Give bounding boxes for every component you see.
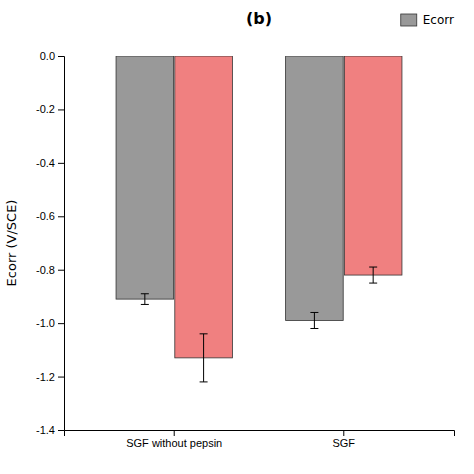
plot: 0.0 -0.2 -0.4 -0.6 -0.8 -1.0 -1.2 -1.4 SGF witho… <box>36 50 454 449</box>
y-tick-mark <box>58 377 64 378</box>
y-tick-label: -0.2 <box>36 103 55 115</box>
y-tick: -1.4 <box>36 424 64 436</box>
y-axis-title: Ecorr (V/SCE) <box>4 200 19 287</box>
y-tick-mark <box>58 109 64 110</box>
y-tick: -1.0 <box>36 317 64 329</box>
x-axis: SGF without pepsin SGF <box>65 430 455 449</box>
error-cap <box>200 333 208 334</box>
y-tick-mark <box>58 270 64 271</box>
y-tick-label: -1.4 <box>36 424 55 436</box>
bar <box>286 56 344 320</box>
x-tick-mark <box>174 430 175 436</box>
legend-swatch <box>401 14 417 26</box>
legend: Ecorr <box>401 13 454 27</box>
y-axis: 0.0 -0.2 -0.4 -0.6 -0.8 -1.0 -1.2 -1.4 <box>36 50 64 436</box>
y-tick-label: -0.6 <box>36 210 55 222</box>
error-bar <box>200 334 208 382</box>
error-cap <box>310 328 318 329</box>
marks <box>116 56 402 382</box>
y-axis-line <box>58 57 65 431</box>
error-cap <box>369 283 377 284</box>
error-bar <box>369 267 377 283</box>
error-line <box>203 334 204 382</box>
y-tick-label: -1.0 <box>36 317 55 329</box>
y-tick-label: -0.8 <box>36 264 55 276</box>
y-tick-label: -0.4 <box>36 157 55 169</box>
error-cap <box>141 293 149 294</box>
y-tick: -1.2 <box>36 371 64 383</box>
y-tick: -0.8 <box>36 264 64 276</box>
legend-label: Ecorr <box>423 13 454 27</box>
y-tick: -0.4 <box>36 157 64 169</box>
error-cap <box>310 312 318 313</box>
y-tick-label: 0.0 <box>40 50 55 62</box>
error-line <box>144 294 145 305</box>
error-bar <box>141 294 149 305</box>
legend-item: Ecorr <box>401 13 454 27</box>
error-line <box>314 312 315 328</box>
y-tick: -0.6 <box>36 210 64 222</box>
error-cap <box>369 267 377 268</box>
error-cap <box>200 381 208 382</box>
y-tick: -0.2 <box>36 103 64 115</box>
chart: 0.0 -0.2 -0.4 -0.6 -0.8 -1.0 -1.2 -1.4 SGF witho… <box>0 0 474 474</box>
title: (b) <box>246 9 272 28</box>
bar <box>344 56 402 275</box>
error-bar <box>310 312 318 328</box>
error-line <box>373 267 374 283</box>
y-tick-mark <box>58 56 64 57</box>
bar <box>175 56 233 358</box>
x-tick-mark <box>343 430 344 436</box>
y-tick-mark <box>58 216 64 217</box>
bar <box>116 56 174 299</box>
x-tick: SGF without pepsin <box>126 430 222 449</box>
y-tick-mark <box>58 323 64 324</box>
y-tick-mark <box>58 163 64 164</box>
error-cap <box>141 304 149 305</box>
x-axis-line <box>65 431 455 437</box>
x-tick-label: SGF without pepsin <box>126 437 222 449</box>
y-tick-label: -1.2 <box>36 371 55 383</box>
x-tick: SGF <box>332 430 355 449</box>
y-tick-mark <box>58 430 64 431</box>
y-tick: 0.0 <box>40 50 64 62</box>
x-tick-label: SGF <box>332 437 355 449</box>
